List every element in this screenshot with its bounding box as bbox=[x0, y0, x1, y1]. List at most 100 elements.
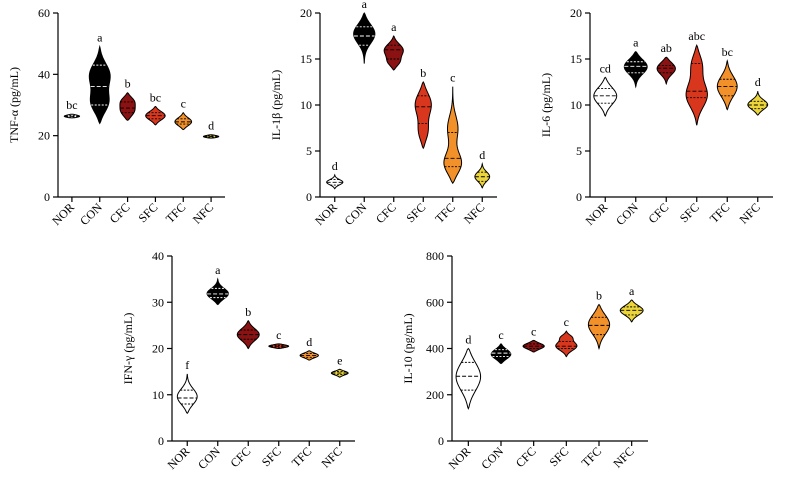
significance-letter: cd bbox=[600, 61, 611, 75]
y-tick-label: 600 bbox=[426, 295, 444, 309]
y-tick-label: 5 bbox=[576, 144, 582, 158]
panel-5: 0 200 400 600 800 IL-10 (pg/mL) NOR d CON c CFC c SF… bbox=[401, 249, 648, 472]
significance-letter: d bbox=[208, 119, 214, 133]
violin-cfc bbox=[383, 35, 404, 71]
x-tick-label-cfc: CFC bbox=[227, 444, 253, 470]
x-tick-label-cfc: CFC bbox=[373, 200, 399, 226]
significance-letter: a bbox=[633, 36, 639, 50]
x-tick-label-sfc: SFC bbox=[677, 200, 702, 225]
x-tick-label-con: CON bbox=[342, 200, 370, 228]
significance-letter: c bbox=[450, 71, 455, 85]
significance-letter: a bbox=[97, 31, 103, 45]
y-tick-label: 10 bbox=[300, 98, 312, 112]
y-tick-label: 0 bbox=[576, 190, 582, 204]
significance-letter: b bbox=[125, 77, 131, 91]
x-tick-label-con: CON bbox=[478, 444, 506, 472]
y-tick-label: 40 bbox=[38, 67, 50, 81]
x-tick-label-nor: NOR bbox=[49, 200, 77, 228]
significance-letter: b bbox=[245, 305, 251, 319]
x-tick-label-nfc: NFC bbox=[190, 200, 216, 226]
x-tick-label-tfc: TFC bbox=[289, 444, 314, 469]
x-tick-label-cfc: CFC bbox=[107, 200, 133, 226]
significance-letter: bc bbox=[150, 91, 161, 105]
significance-letter: a bbox=[362, 0, 368, 11]
x-tick-label-nfc: NFC bbox=[461, 200, 487, 226]
violin-cfc bbox=[522, 339, 545, 353]
significance-letter: d bbox=[306, 335, 312, 349]
violin-tfc bbox=[716, 59, 738, 111]
y-tick-label: 200 bbox=[426, 388, 444, 402]
violin-nor bbox=[593, 76, 618, 118]
y-tick-label: 10 bbox=[152, 388, 164, 402]
x-tick-label-sfc: SFC bbox=[546, 444, 571, 469]
y-tick-label: 0 bbox=[158, 434, 164, 448]
y-tick-label: 0 bbox=[44, 190, 50, 204]
x-tick-label-nor: NOR bbox=[446, 444, 474, 472]
violin-sfc bbox=[685, 43, 708, 126]
panel-1: 0 20 40 60 TNF-α (pg/mL) NOR bc CON a CFC b SFC bc TF… bbox=[7, 6, 225, 228]
violin-con bbox=[353, 12, 376, 64]
violin-cfc bbox=[119, 92, 136, 121]
x-tick-label-tfc: TFC bbox=[163, 200, 188, 225]
violin-tfc bbox=[587, 303, 611, 350]
violin-con bbox=[206, 277, 229, 306]
y-axis-label: TNF-α (pg/mL) bbox=[7, 67, 21, 143]
violin-con bbox=[88, 44, 111, 125]
y-tick-label: 400 bbox=[426, 342, 444, 356]
y-tick-label: 800 bbox=[426, 249, 444, 263]
y-tick-label: 0 bbox=[438, 434, 444, 448]
significance-letter: e bbox=[337, 353, 342, 367]
significance-letter: f bbox=[185, 358, 189, 372]
x-tick-label-tfc: TFC bbox=[579, 444, 604, 469]
significance-letter: a bbox=[215, 263, 221, 277]
y-axis-label: IFN-γ (pg/mL) bbox=[121, 313, 135, 385]
violin-nfc bbox=[619, 299, 644, 323]
x-tick-label-nfc: NFC bbox=[318, 444, 344, 470]
violin-nor bbox=[326, 173, 344, 190]
x-tick-label-tfc: TFC bbox=[707, 200, 732, 225]
significance-letter: b bbox=[596, 289, 602, 303]
y-tick-label: 20 bbox=[152, 342, 164, 356]
y-tick-label: 0 bbox=[306, 190, 312, 204]
violin-nor bbox=[455, 347, 482, 410]
significance-letter: c bbox=[564, 315, 569, 329]
significance-letter: c bbox=[498, 328, 503, 342]
x-tick-label-con: CON bbox=[613, 200, 641, 228]
y-tick-label: 20 bbox=[38, 129, 50, 143]
y-tick-label: 15 bbox=[300, 52, 312, 66]
y-tick-label: 10 bbox=[570, 98, 582, 112]
y-tick-label: 20 bbox=[570, 6, 582, 20]
violin-nfc bbox=[474, 162, 491, 189]
significance-letter: d bbox=[755, 75, 761, 89]
x-tick-label-con: CON bbox=[77, 200, 105, 228]
significance-letter: c bbox=[276, 328, 281, 342]
y-axis-label: IL-10 (pg/mL) bbox=[401, 313, 415, 383]
x-tick-label-con: CON bbox=[195, 444, 223, 472]
significance-letter: c bbox=[531, 324, 536, 338]
y-axis-label: IL-6 (pg/mL) bbox=[539, 73, 553, 137]
panel-3: 0 5 10 15 20 IL-6 (pg/mL) NOR cd CON a CFC ab SFC abc… bbox=[539, 6, 773, 228]
violin-sfc bbox=[414, 81, 432, 150]
y-tick-label: 30 bbox=[152, 295, 164, 309]
panel-2: 0 5 10 15 20 IL-1β (pg/mL) NOR d CON a CFC a SFC b TFC… bbox=[269, 0, 497, 228]
x-tick-label-nor: NOR bbox=[165, 444, 193, 472]
significance-letter: d bbox=[479, 148, 485, 162]
x-tick-label-nor: NOR bbox=[312, 200, 340, 228]
y-tick-label: 5 bbox=[306, 144, 312, 158]
significance-letter: c bbox=[181, 97, 186, 111]
x-tick-label-tfc: TFC bbox=[432, 200, 457, 225]
violin-cfc bbox=[656, 56, 676, 86]
x-tick-label-sfc: SFC bbox=[136, 200, 161, 225]
x-tick-label-sfc: SFC bbox=[403, 200, 428, 225]
y-tick-label: 20 bbox=[300, 6, 312, 20]
x-tick-label-cfc: CFC bbox=[513, 444, 539, 470]
x-tick-label-sfc: SFC bbox=[259, 444, 284, 469]
x-tick-label-nor: NOR bbox=[583, 200, 611, 228]
y-tick-label: 15 bbox=[570, 52, 582, 66]
y-tick-label: 60 bbox=[38, 6, 50, 20]
violin-nor bbox=[176, 373, 198, 415]
x-tick-label-nfc: NFC bbox=[610, 444, 636, 470]
y-tick-label: 40 bbox=[152, 249, 164, 263]
significance-letter: b bbox=[420, 66, 426, 80]
